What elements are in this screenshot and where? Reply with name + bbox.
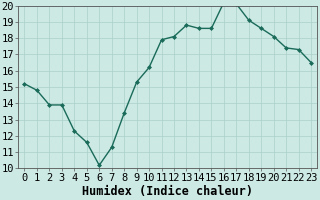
X-axis label: Humidex (Indice chaleur): Humidex (Indice chaleur) xyxy=(82,185,253,198)
